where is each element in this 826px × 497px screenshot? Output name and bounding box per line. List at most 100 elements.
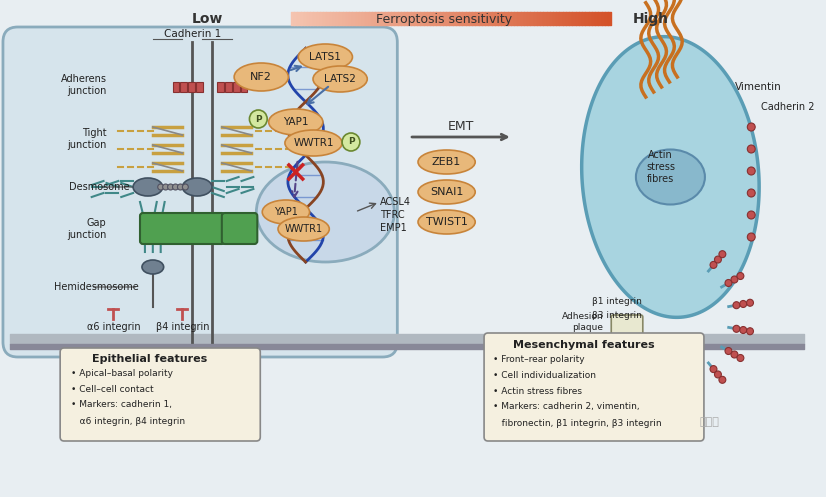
Text: ACSL4: ACSL4 — [380, 197, 411, 207]
Text: Low: Low — [192, 12, 223, 26]
Ellipse shape — [313, 66, 368, 92]
Text: ZEB1: ZEB1 — [432, 157, 461, 167]
Circle shape — [342, 133, 360, 151]
Text: TWIST1: TWIST1 — [425, 217, 468, 227]
Text: Vimentin: Vimentin — [734, 82, 781, 92]
Circle shape — [692, 384, 699, 391]
Circle shape — [173, 184, 178, 190]
Ellipse shape — [278, 217, 330, 241]
Text: • Markers: cadherin 2, vimentin,: • Markers: cadherin 2, vimentin, — [493, 403, 639, 412]
Text: • Markers: cadherin 1,: • Markers: cadherin 1, — [71, 401, 172, 410]
Circle shape — [249, 110, 267, 128]
FancyBboxPatch shape — [611, 315, 643, 337]
Text: YAP1: YAP1 — [283, 117, 309, 127]
FancyBboxPatch shape — [484, 333, 704, 441]
Text: P: P — [255, 114, 262, 123]
Ellipse shape — [256, 162, 394, 262]
Text: LATS2: LATS2 — [324, 74, 356, 84]
FancyBboxPatch shape — [60, 348, 260, 441]
Text: LATS1: LATS1 — [310, 52, 341, 62]
Circle shape — [731, 351, 738, 358]
Ellipse shape — [268, 109, 323, 135]
Text: Adherens
junction: Adherens junction — [60, 74, 107, 96]
Text: α6 integrin: α6 integrin — [87, 322, 140, 332]
FancyBboxPatch shape — [140, 213, 225, 244]
Circle shape — [737, 354, 744, 361]
Text: P: P — [348, 138, 354, 147]
Circle shape — [690, 377, 697, 384]
Bar — [240, 82, 248, 92]
Text: Desmosome: Desmosome — [69, 182, 130, 192]
Circle shape — [731, 276, 738, 283]
Bar — [233, 82, 240, 92]
Circle shape — [183, 184, 188, 190]
Text: WWTR1: WWTR1 — [293, 138, 334, 148]
Text: α6 integrin, β4 integrin: α6 integrin, β4 integrin — [71, 416, 185, 425]
Circle shape — [747, 328, 753, 335]
Ellipse shape — [418, 210, 475, 234]
Ellipse shape — [234, 63, 288, 91]
Bar — [217, 82, 224, 92]
Text: Cadherin 2: Cadherin 2 — [761, 102, 814, 112]
FancyBboxPatch shape — [3, 27, 397, 357]
Text: TFRC: TFRC — [380, 210, 404, 220]
Circle shape — [158, 184, 164, 190]
Circle shape — [733, 326, 740, 332]
Circle shape — [725, 279, 732, 286]
Circle shape — [740, 301, 747, 308]
Ellipse shape — [418, 150, 475, 174]
Text: Gap
junction: Gap junction — [67, 218, 107, 240]
Bar — [225, 82, 231, 92]
Bar — [197, 82, 203, 92]
Ellipse shape — [262, 200, 310, 224]
Circle shape — [714, 256, 721, 263]
Text: WWTR1: WWTR1 — [285, 224, 323, 234]
Circle shape — [748, 123, 755, 131]
Circle shape — [737, 272, 744, 279]
Polygon shape — [582, 37, 759, 318]
Circle shape — [695, 391, 701, 398]
Text: YAP1: YAP1 — [274, 207, 298, 217]
Circle shape — [748, 211, 755, 219]
Text: • Cell individualization: • Cell individualization — [493, 370, 596, 380]
Bar — [173, 82, 179, 92]
Text: Mesenchymal features: Mesenchymal features — [513, 340, 654, 350]
Bar — [188, 82, 195, 92]
Circle shape — [714, 371, 721, 378]
Text: Cadherin 1: Cadherin 1 — [164, 29, 221, 39]
Ellipse shape — [285, 130, 342, 156]
Text: • Apical–basal polarity: • Apical–basal polarity — [71, 368, 173, 378]
Text: Adhesion
plaque: Adhesion plaque — [562, 312, 603, 331]
Circle shape — [747, 299, 753, 306]
Text: β3 integrin: β3 integrin — [591, 311, 642, 320]
Circle shape — [725, 347, 732, 354]
Circle shape — [710, 261, 717, 268]
Text: • Front–rear polarity: • Front–rear polarity — [493, 354, 585, 363]
Text: High: High — [633, 12, 669, 26]
Text: Hemidesmosome: Hemidesmosome — [55, 282, 139, 292]
Text: fibronectin, β1 integrin, β3 integrin: fibronectin, β1 integrin, β3 integrin — [493, 418, 662, 427]
Ellipse shape — [636, 150, 705, 204]
Text: Tight
junction: Tight junction — [67, 128, 107, 150]
Circle shape — [733, 302, 740, 309]
Ellipse shape — [133, 178, 163, 196]
Ellipse shape — [418, 180, 475, 204]
Circle shape — [719, 250, 726, 257]
Text: • Cell–cell contact: • Cell–cell contact — [71, 385, 154, 394]
Text: β1 integrin: β1 integrin — [591, 298, 642, 307]
Circle shape — [740, 327, 747, 333]
Text: Epithelial features: Epithelial features — [92, 354, 207, 364]
Text: EMT: EMT — [449, 120, 475, 134]
Circle shape — [748, 189, 755, 197]
Circle shape — [748, 233, 755, 241]
Circle shape — [178, 184, 183, 190]
Text: SNAI1: SNAI1 — [430, 187, 463, 197]
Text: 研小曾: 研小曾 — [700, 417, 719, 427]
Circle shape — [168, 184, 173, 190]
Text: • Actin stress fibres: • Actin stress fibres — [493, 387, 582, 396]
Text: Actin
stress
fibres: Actin stress fibres — [646, 151, 675, 183]
Bar — [180, 82, 188, 92]
Circle shape — [719, 376, 726, 383]
Circle shape — [748, 167, 755, 175]
FancyBboxPatch shape — [222, 213, 258, 244]
